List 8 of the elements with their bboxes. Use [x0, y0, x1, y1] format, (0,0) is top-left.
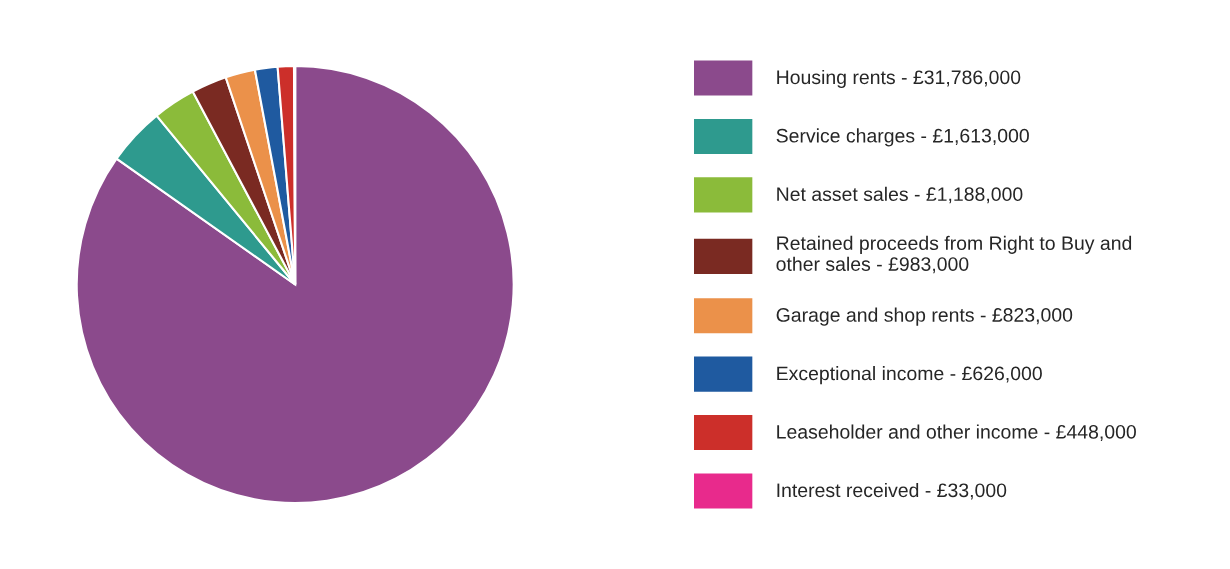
legend-label: Retained proceeds from Right to Buy and other sales - £983,000 [776, 235, 1132, 274]
legend-label: Leaseholder and other income - £448,000 [777, 424, 1136, 442]
legend-label: Interest received - £33,000 [777, 482, 1007, 500]
legend-label: Service charges - £1,613,000 [776, 128, 1029, 147]
legend-label: Net asset sales - £1,188,000 [777, 186, 1023, 204]
legend-label: Exceptional income - £626,000 [777, 366, 1042, 385]
legend-label: Garage and shop rents - £823,000 [776, 307, 1073, 326]
legend-label: Housing rents - £31,786,000 [777, 69, 1021, 89]
